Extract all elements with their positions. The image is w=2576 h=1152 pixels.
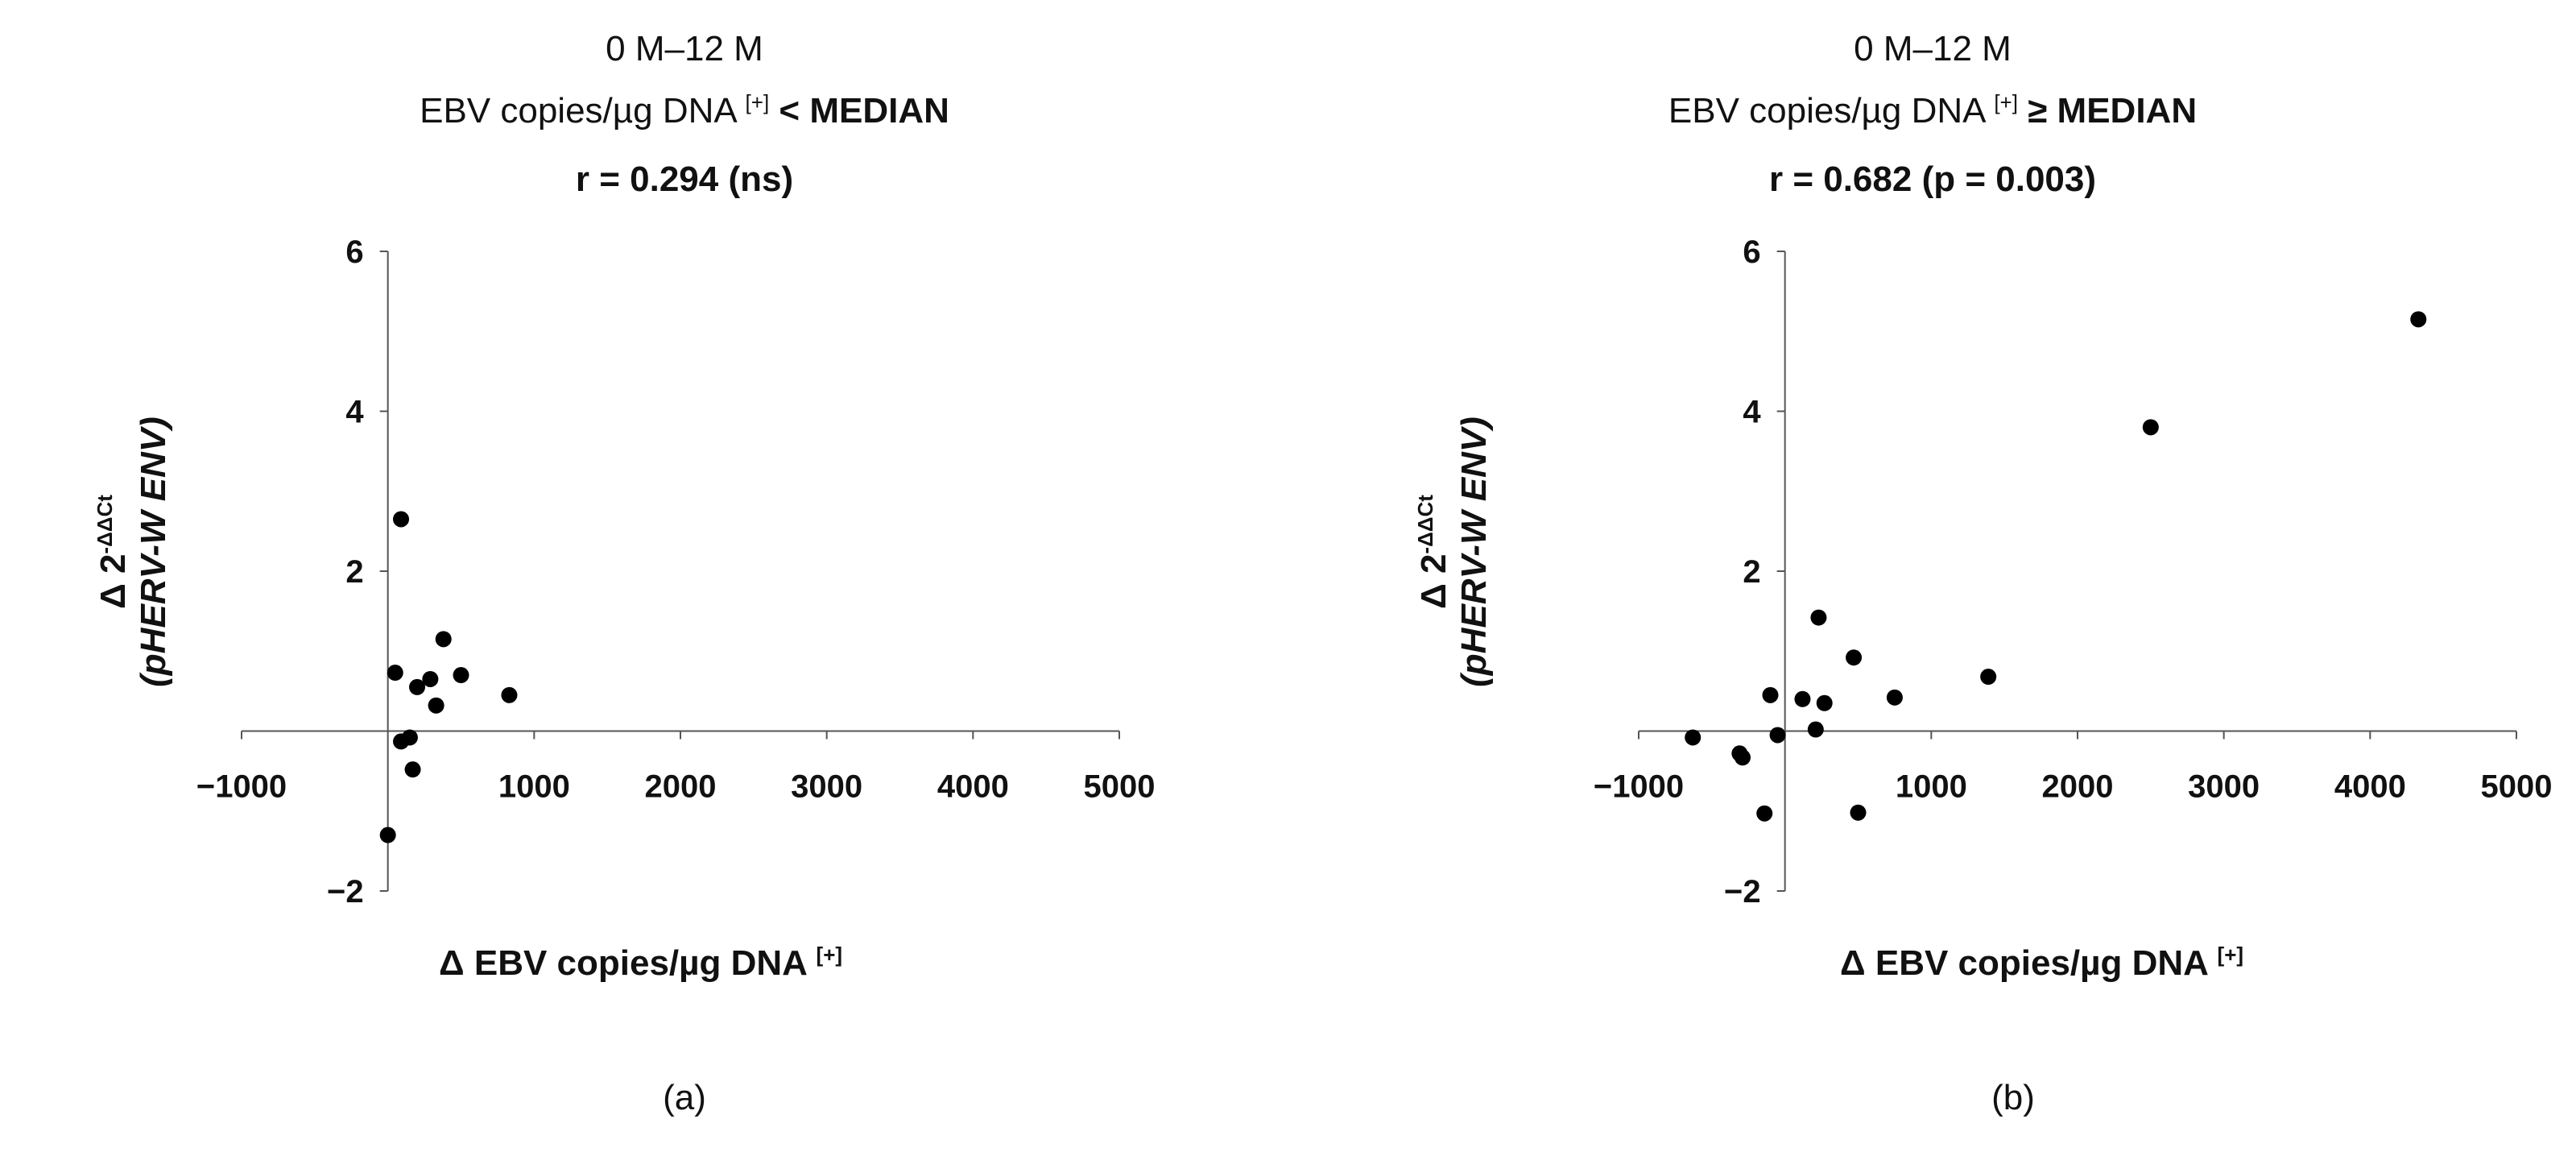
panel-label: (a) xyxy=(663,1078,706,1117)
data-point xyxy=(379,827,396,843)
chart-title-line1: 0 M–12 M xyxy=(1854,29,2012,68)
chart-title-line2-bold: < MEDIAN xyxy=(779,91,949,131)
y-tick-label: 2 xyxy=(345,554,363,590)
x-tick-label: −1000 xyxy=(1594,769,1684,805)
data-point xyxy=(1762,686,1779,703)
data-point xyxy=(409,678,425,695)
data-point xyxy=(387,665,403,682)
y-axis-label: Δ 2-ΔΔCt (pHERV-W ENV) xyxy=(1405,367,1494,737)
data-point xyxy=(2410,311,2427,328)
data-point xyxy=(404,761,421,778)
chart-panel-a: 0 M–12 M EBV copies/µg DNA [+] < MEDIAN … xyxy=(85,29,1156,1117)
y-tick-label: 2 xyxy=(1743,554,1760,590)
chart-panel-b: 0 M–12 M EBV copies/µg DNA [+] ≥ MEDIAN … xyxy=(1288,0,2576,1152)
y-tick-label: −2 xyxy=(1724,874,1761,910)
data-point xyxy=(401,729,418,746)
chart-title-line2: EBV copies/µg DNA [+] < MEDIAN xyxy=(0,90,1369,131)
chart-title-line2-prefix: EBV copies/µg DNA xyxy=(420,91,736,131)
x-tick-label: 2000 xyxy=(2042,769,2114,805)
x-axis-label-sup: [+] xyxy=(816,943,843,967)
x-tick-label: 5000 xyxy=(2481,769,2553,805)
y-tick-label: 6 xyxy=(1743,234,1760,270)
data-point xyxy=(501,686,518,703)
x-tick-label: 4000 xyxy=(937,769,1009,805)
x-tick-label: 5000 xyxy=(1084,769,1156,805)
y-axis-label-sup: -ΔΔCt xyxy=(1413,495,1437,554)
data-point xyxy=(1850,804,1867,821)
y-tick-label: 6 xyxy=(345,234,363,270)
data-point xyxy=(1769,727,1786,744)
data-point xyxy=(2142,419,2159,436)
x-tick-label: 2000 xyxy=(645,769,717,805)
scatter-plot-a: −2 2 4 6 −1000 1000 2000 3000 4000 5000 xyxy=(196,234,1156,910)
x-tick-label: 3000 xyxy=(791,769,862,805)
y-tick-label: −2 xyxy=(327,874,364,910)
y-tick-label: 4 xyxy=(1743,395,1761,430)
x-tick-label: 4000 xyxy=(2334,769,2406,805)
x-axis-label: Δ EBV copies/µg DNA [+] xyxy=(439,943,843,983)
x-tick-label: 3000 xyxy=(2188,769,2260,805)
data-point xyxy=(435,631,452,648)
y-axis-label-sup: -ΔΔCt xyxy=(93,495,117,554)
data-point xyxy=(1794,690,1811,707)
data-point xyxy=(422,670,439,687)
data-point xyxy=(1756,805,1773,822)
scatter-plot-b: −2 2 4 6 −1000 1000 2000 3000 4000 5000 xyxy=(1594,234,2553,910)
chart-title-line2-sup: [+] xyxy=(745,90,770,114)
chart-title-line3: r = 0.682 (p = 0.003) xyxy=(1768,160,2097,199)
x-axis-label-sup: [+] xyxy=(2217,943,2244,967)
data-point xyxy=(1685,729,1701,746)
y-axis-label-line1: Δ 2-ΔΔCt xyxy=(1413,495,1453,609)
chart-title-line2-bold: ≥ MEDIAN xyxy=(2028,91,2198,131)
data-point xyxy=(1734,749,1751,766)
data-point xyxy=(1816,694,1833,711)
x-tick-label: −1000 xyxy=(196,769,287,805)
data-point xyxy=(1980,669,1997,686)
data-point xyxy=(453,667,469,684)
data-point xyxy=(1807,721,1824,738)
chart-title-line1: 0 M–12 M xyxy=(606,29,763,68)
x-axis-label: Δ EBV copies/µg DNA [+] xyxy=(1840,943,2244,983)
chart-title-line2: EBV copies/µg DNA [+] ≥ MEDIAN xyxy=(1288,90,2576,131)
y-axis-label: Δ 2-ΔΔCt (pHERV-W ENV) xyxy=(85,367,173,737)
data-point xyxy=(393,511,410,528)
y-axis-label-line2: (pHERV-W ENV) xyxy=(1454,416,1494,687)
data-point xyxy=(428,697,444,714)
data-point xyxy=(1846,649,1863,666)
y-tick-label: 4 xyxy=(345,395,364,430)
x-tick-label: 1000 xyxy=(498,769,570,805)
chart-title-line2-prefix: EBV copies/µg DNA xyxy=(1668,91,1985,131)
data-point xyxy=(1810,609,1827,626)
x-tick-label: 1000 xyxy=(1896,769,1967,805)
panel-label: (b) xyxy=(1991,1078,2035,1117)
y-axis-label-line1: Δ 2-ΔΔCt xyxy=(93,495,133,609)
chart-title-line3: r = 0.294 (ns) xyxy=(575,160,794,199)
chart-title-line2-sup: [+] xyxy=(1994,90,2018,114)
data-point xyxy=(1886,689,1903,706)
y-axis-label-line2: (pHERV-W ENV) xyxy=(134,416,173,687)
